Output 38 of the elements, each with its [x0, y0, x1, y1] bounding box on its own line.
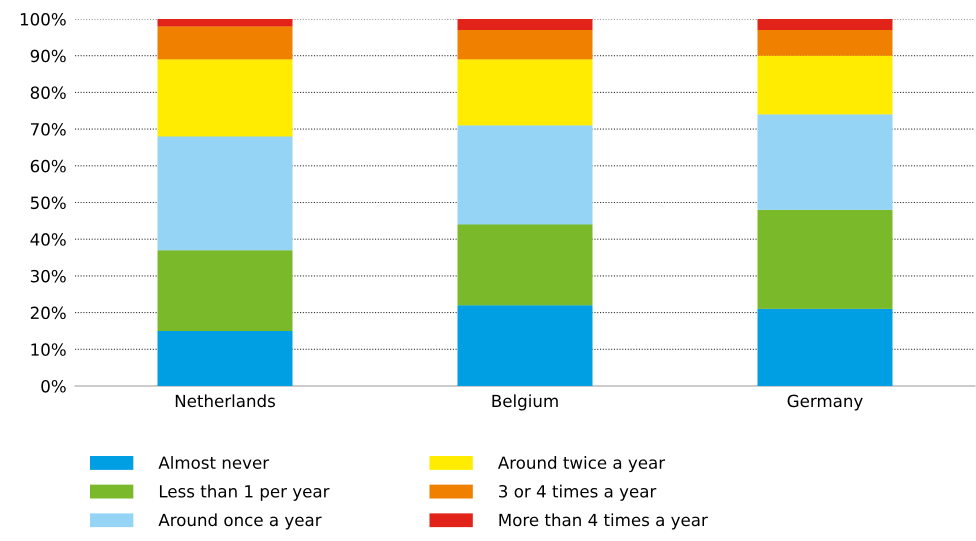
bar: [458, 224, 592, 306]
bar: [158, 330, 292, 386]
y-tick-label: 30%: [30, 270, 66, 282]
legend-label: 3 or 4 times a year: [499, 484, 656, 501]
bar: [158, 136, 292, 250]
bar: [158, 59, 292, 136]
y-tick-label: 20%: [30, 306, 66, 320]
bar: [458, 59, 592, 126]
bar: [458, 305, 592, 386]
legend-label: More than 4 times a year: [499, 513, 708, 530]
y-tick-label: 50%: [30, 196, 66, 210]
bar: [458, 19, 592, 30]
bar: [458, 125, 592, 225]
bar: [758, 210, 892, 309]
x-tick-label: Belgium: [492, 394, 558, 410]
bar: [758, 56, 892, 114]
y-tick-label: 60%: [30, 160, 66, 172]
x-tick-label: Germany: [788, 394, 863, 410]
bar: [758, 19, 892, 30]
legend-label: Less than 1 per year: [160, 484, 330, 501]
y-tick-label: 40%: [30, 233, 66, 246]
bar: [758, 30, 892, 56]
y-tick-label: 70%: [30, 123, 66, 136]
bar: [758, 114, 892, 210]
legend-label: Around twice a year: [498, 456, 666, 472]
bar: [758, 308, 892, 386]
y-tick-label: 80%: [30, 86, 66, 99]
bar: [158, 19, 292, 26]
y-tick-label: 90%: [30, 50, 66, 62]
y-tick-label: 0%: [41, 380, 66, 393]
y-tick-label: 10%: [31, 343, 66, 356]
x-tick-label: Netherlands: [176, 394, 275, 408]
y-tick-label: 100%: [20, 12, 66, 26]
legend-label: Almost never: [158, 456, 270, 469]
bar: [458, 30, 592, 60]
bar: [158, 26, 292, 60]
legend-label: Around once a year: [158, 513, 322, 530]
bar: [158, 250, 292, 331]
